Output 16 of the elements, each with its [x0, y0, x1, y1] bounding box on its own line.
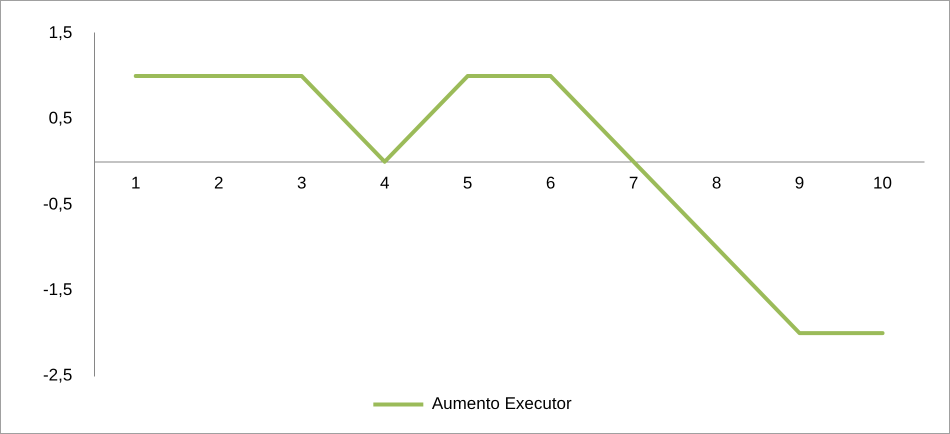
y-tick-label: -2,5 — [42, 366, 72, 385]
y-tick-label: 1,5 — [48, 22, 72, 42]
x-tick-label: 7 — [628, 174, 638, 193]
x-tick-label: 6 — [546, 174, 556, 193]
x-tick-label: 8 — [712, 174, 722, 193]
x-tick-label: 2 — [214, 174, 224, 193]
x-tick-label: 5 — [462, 174, 472, 193]
y-tick-label: 0,5 — [48, 108, 72, 128]
legend-label: Aumento Executor — [432, 394, 572, 414]
x-tick-label: 4 — [380, 174, 390, 193]
x-tick-label: 3 — [296, 174, 306, 193]
x-tick-label: 10 — [873, 174, 892, 193]
x-tick-label: 1 — [131, 174, 141, 193]
y-tick-label: -0,5 — [42, 194, 72, 214]
x-tick-label: 9 — [794, 174, 804, 193]
y-tick-label: -1,5 — [42, 280, 72, 299]
